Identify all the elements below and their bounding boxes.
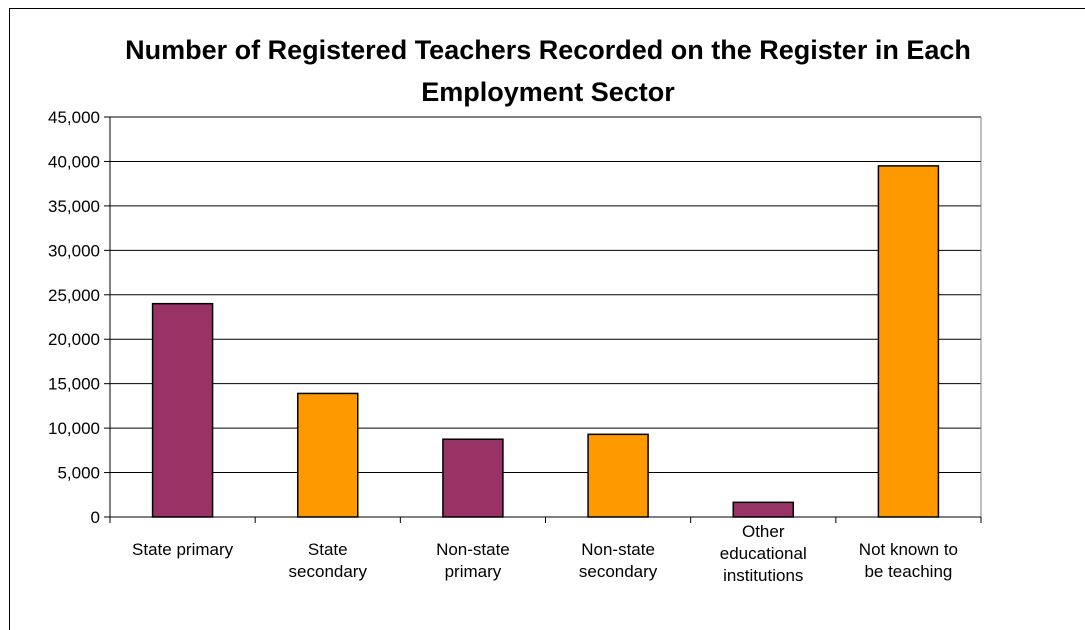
x-axis-category-labels: State primary State secondary Non-state prim… (132, 522, 958, 585)
y-tick-label-0: 0 (91, 508, 100, 527)
category-label-4-line-2: secondary (579, 562, 658, 581)
category-label-3-line-1: Non-state (436, 540, 510, 559)
bar-6 (877, 165, 940, 518)
bar-2 (297, 392, 359, 518)
axes (104, 116, 982, 523)
chart-title: Number of Registered Teachers Recorded o… (125, 35, 971, 107)
y-tick-label-9: 45,000 (48, 108, 100, 127)
y-tick-label-8: 40,000 (48, 152, 100, 171)
y-tick-label-4: 20,000 (48, 330, 100, 349)
chart-title-line-2: Employment Sector (421, 77, 675, 107)
gridlines (110, 116, 982, 517)
bar-5 (732, 501, 794, 518)
category-label-6-line-2: be teaching (864, 562, 952, 581)
y-axis-tick-labels: 0 5,000 10,000 15,000 20,000 25,000 30,000 35,0… (48, 108, 100, 527)
bar-3 (442, 438, 504, 518)
chart-frame: Number of Registered Teachers Recorded o… (9, 8, 1085, 630)
bars (151, 165, 940, 518)
bar-chart: Number of Registered Teachers Recorded o… (48, 35, 982, 585)
category-label-5-line-2: educational (720, 544, 807, 563)
category-label-6-line-1: Not known to (859, 540, 958, 559)
category-label-5-line-1: Other (742, 522, 785, 541)
bar-1 (151, 302, 214, 518)
category-label-2-line-1: State (308, 540, 348, 559)
bar-4 (587, 433, 649, 518)
y-tick-label-1: 5,000 (57, 464, 100, 483)
category-label-2-line-2: secondary (289, 562, 368, 581)
category-label-1-line-1: State primary (132, 540, 234, 559)
category-label-4-line-1: Non-state (581, 540, 655, 559)
category-label-5-line-3: institutions (723, 566, 803, 585)
y-tick-label-6: 30,000 (48, 241, 100, 260)
y-tick-label-3: 15,000 (48, 375, 100, 394)
y-tick-label-7: 35,000 (48, 197, 100, 216)
y-tick-label-2: 10,000 (48, 419, 100, 438)
category-label-3-line-2: primary (445, 562, 502, 581)
chart-title-line-1: Number of Registered Teachers Recorded o… (125, 35, 971, 65)
y-tick-label-5: 25,000 (48, 286, 100, 305)
